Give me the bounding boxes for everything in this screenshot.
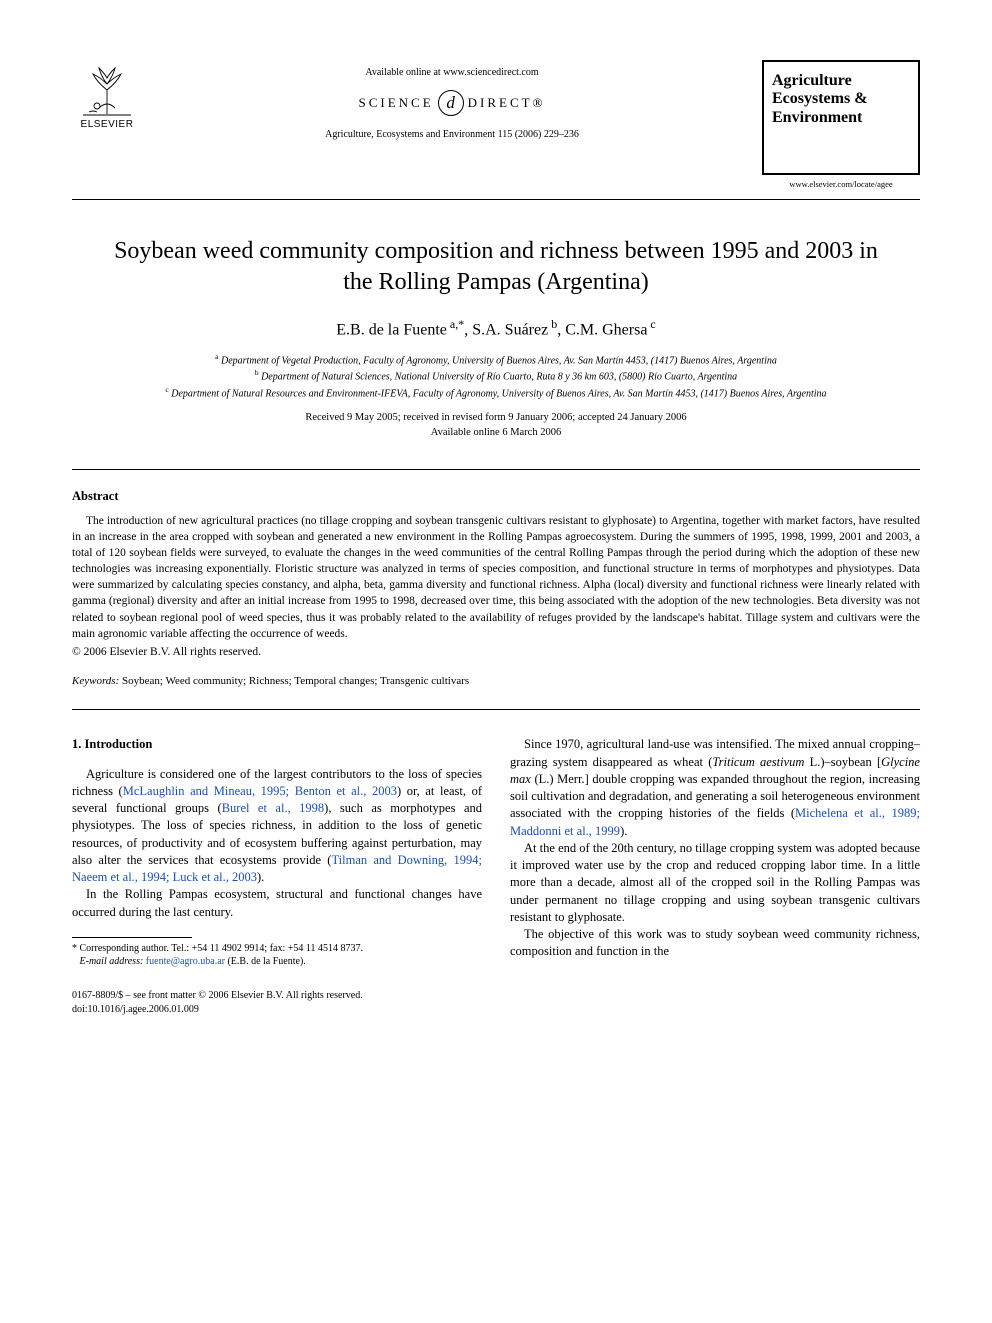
- footnote-rule: [72, 937, 192, 938]
- footer-left: 0167-8809/$ – see front matter © 2006 El…: [72, 989, 363, 1017]
- received-line: Received 9 May 2005; received in revised…: [305, 412, 686, 423]
- footer-copyright: 0167-8809/$ – see front matter © 2006 El…: [72, 989, 363, 1003]
- abstract-text: The introduction of new agricultural pra…: [72, 513, 920, 642]
- header-divider: [72, 199, 920, 200]
- intro-p5: The objective of this work was to study …: [510, 926, 920, 961]
- intro-p3: Since 1970, agricultural land-use was in…: [510, 736, 920, 840]
- keywords-label: Keywords:: [72, 675, 119, 687]
- sd-d-icon: d: [438, 90, 464, 116]
- sd-right: DIRECT®: [468, 94, 546, 112]
- journal-name: Agriculture Ecosystems & Environment: [772, 72, 910, 127]
- sd-left: SCIENCE: [359, 94, 434, 112]
- affiliation-c: c Department of Natural Resources and En…: [72, 385, 920, 401]
- abstract-copyright: © 2006 Elsevier B.V. All rights reserved…: [72, 644, 920, 660]
- jn-l3: Environment: [772, 109, 862, 126]
- keywords-line: Keywords: Soybean; Weed community; Richn…: [72, 674, 920, 689]
- intro-p4: At the end of the 20th century, no tilla…: [510, 840, 920, 926]
- email-line: E-mail address: fuente@agro.uba.ar (E.B.…: [72, 955, 482, 969]
- aff-mark-a: a: [215, 352, 218, 361]
- aff-mark-c: c: [165, 385, 168, 394]
- jn-l1: Agriculture: [772, 72, 852, 89]
- header-row: ELSEVIER Available online at www.science…: [72, 60, 920, 191]
- intro-p1: Agriculture is considered one of the lar…: [72, 766, 482, 887]
- article-title: Soybean weed community composition and r…: [112, 236, 880, 298]
- p3b: L.)–soybean [: [804, 755, 881, 769]
- journal-url: www.elsevier.com/locate/agee: [762, 179, 920, 191]
- email-who: (E.B. de la Fuente).: [227, 956, 305, 967]
- email-label: E-mail address:: [80, 956, 144, 967]
- post-abstract-divider: [72, 709, 920, 710]
- aff-text-a: Department of Vegetal Production, Facult…: [221, 355, 777, 366]
- author-2-mark: b: [548, 317, 557, 331]
- intro-heading: 1. Introduction: [72, 736, 482, 753]
- affiliations: a Department of Vegetal Production, Facu…: [72, 352, 920, 401]
- affiliation-b: b Department of Natural Sciences, Nation…: [72, 368, 920, 384]
- corresponding-author: * Corresponding author. Tel.: +54 11 490…: [72, 942, 482, 956]
- author-3: C.M. Ghersa: [565, 322, 647, 339]
- author-1: E.B. de la Fuente: [336, 322, 447, 339]
- email-address[interactable]: fuente@agro.uba.ar: [146, 956, 225, 967]
- footer-doi: doi:10.1016/j.agee.2006.01.009: [72, 1003, 363, 1017]
- article-dates: Received 9 May 2005; received in revised…: [72, 411, 920, 440]
- header-center: Available online at www.sciencedirect.co…: [142, 60, 762, 142]
- pre-abstract-divider: [72, 469, 920, 470]
- elsevier-tree-icon: [79, 60, 135, 116]
- publisher-name: ELSEVIER: [81, 118, 134, 132]
- abstract-heading: Abstract: [72, 488, 920, 506]
- journal-box: Agriculture Ecosystems & Environment: [762, 60, 920, 175]
- aff-text-b: Department of Natural Sciences, National…: [261, 372, 737, 383]
- aff-mark-b: b: [255, 368, 259, 377]
- author-3-mark: c: [647, 317, 655, 331]
- journal-box-wrap: Agriculture Ecosystems & Environment www…: [762, 60, 920, 191]
- intro-p2: In the Rolling Pampas ecosystem, structu…: [72, 886, 482, 921]
- jn-l2: Ecosystems &: [772, 90, 868, 107]
- p1d: ).: [257, 870, 264, 884]
- affiliation-a: a Department of Vegetal Production, Facu…: [72, 352, 920, 368]
- available-line: Available online 6 March 2006: [431, 427, 561, 438]
- available-online-text: Available online at www.sciencedirect.co…: [142, 66, 762, 80]
- corr-star: *: [458, 317, 464, 331]
- keywords-text: Soybean; Weed community; Richness; Tempo…: [122, 675, 469, 687]
- author-2: S.A. Suárez: [472, 322, 548, 339]
- cite-2[interactable]: Burel et al., 1998: [222, 801, 324, 815]
- footnote-block: * Corresponding author. Tel.: +54 11 490…: [72, 937, 482, 969]
- aff-text-c: Department of Natural Resources and Envi…: [171, 388, 826, 399]
- elsevier-logo: ELSEVIER: [72, 60, 142, 132]
- p3d: ).: [620, 824, 627, 838]
- authors: E.B. de la Fuente a,*, S.A. Suárez b, C.…: [72, 316, 920, 342]
- cite-1[interactable]: McLaughlin and Mineau, 1995; Benton et a…: [123, 784, 397, 798]
- sciencedirect-logo: SCIENCE d DIRECT®: [142, 90, 762, 116]
- author-1-mark: a,: [447, 317, 458, 331]
- body-columns: 1. Introduction Agriculture is considere…: [72, 736, 920, 969]
- footer-row: 0167-8809/$ – see front matter © 2006 El…: [72, 989, 920, 1017]
- p3i1: Triticum aestivum: [712, 755, 804, 769]
- journal-reference: Agriculture, Ecosystems and Environment …: [142, 128, 762, 142]
